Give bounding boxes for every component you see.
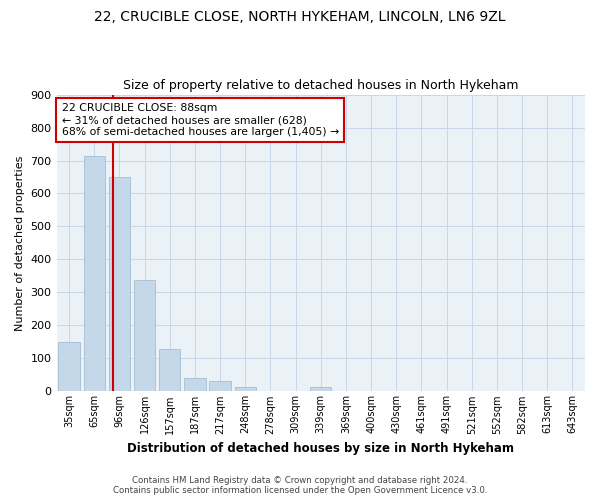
Bar — [209, 382, 231, 392]
Bar — [134, 280, 155, 392]
Bar — [184, 378, 206, 392]
Text: 22, CRUCIBLE CLOSE, NORTH HYKEHAM, LINCOLN, LN6 9ZL: 22, CRUCIBLE CLOSE, NORTH HYKEHAM, LINCO… — [94, 10, 506, 24]
Bar — [58, 342, 80, 392]
Bar — [109, 177, 130, 392]
Y-axis label: Number of detached properties: Number of detached properties — [15, 156, 25, 330]
Bar — [159, 349, 181, 392]
Text: Contains HM Land Registry data © Crown copyright and database right 2024.
Contai: Contains HM Land Registry data © Crown c… — [113, 476, 487, 495]
Title: Size of property relative to detached houses in North Hykeham: Size of property relative to detached ho… — [123, 79, 518, 92]
X-axis label: Distribution of detached houses by size in North Hykeham: Distribution of detached houses by size … — [127, 442, 514, 455]
Bar — [235, 388, 256, 392]
Text: 22 CRUCIBLE CLOSE: 88sqm
← 31% of detached houses are smaller (628)
68% of semi-: 22 CRUCIBLE CLOSE: 88sqm ← 31% of detach… — [62, 104, 339, 136]
Bar — [310, 388, 331, 392]
Bar — [83, 156, 105, 392]
